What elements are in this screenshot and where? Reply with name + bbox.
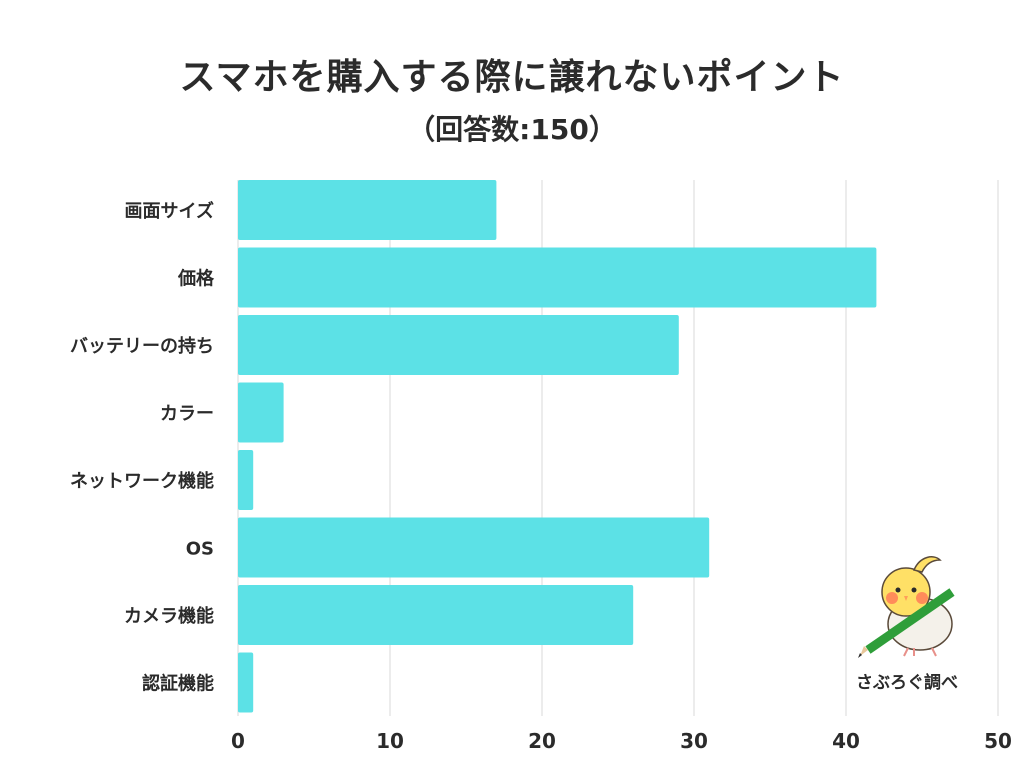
category-label: 認証機能 bbox=[142, 673, 214, 695]
x-tick-label: 30 bbox=[680, 729, 708, 753]
chart-subtitle: （回答数:150） bbox=[407, 113, 617, 146]
source-credit: さぶろぐ調べ bbox=[856, 673, 958, 693]
bar-4 bbox=[238, 382, 284, 443]
x-tick-label: 40 bbox=[832, 729, 860, 753]
bar-5 bbox=[238, 450, 254, 510]
bar-6 bbox=[238, 517, 710, 578]
category-label: 価格 bbox=[177, 268, 215, 290]
bird-mascot-icon bbox=[858, 556, 955, 658]
x-tick-label: 50 bbox=[984, 729, 1012, 753]
x-tick-label: 10 bbox=[376, 729, 404, 753]
category-label: バッテリーの持ち bbox=[70, 335, 214, 357]
bar-7 bbox=[238, 585, 634, 645]
bar-8 bbox=[238, 652, 254, 713]
category-label: 画面サイズ bbox=[125, 200, 214, 222]
bar-2 bbox=[238, 247, 877, 308]
category-label: カメラ機能 bbox=[124, 605, 214, 627]
x-tick-label: 0 bbox=[231, 729, 245, 753]
category-label: OS bbox=[186, 539, 214, 560]
bar-1 bbox=[238, 180, 497, 240]
x-tick-label: 20 bbox=[528, 729, 556, 753]
chart-title: スマホを購入する際に譲れないポイント bbox=[179, 57, 845, 98]
bar-3 bbox=[238, 315, 679, 375]
category-label: カラー bbox=[160, 404, 214, 425]
category-label: ネットワーク機能 bbox=[70, 470, 214, 492]
